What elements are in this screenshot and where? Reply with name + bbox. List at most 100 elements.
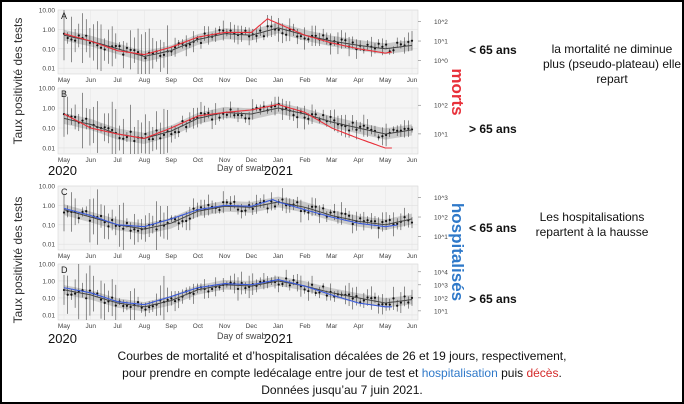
data-point	[307, 211, 310, 214]
data-point	[103, 48, 106, 51]
data-point	[111, 218, 114, 222]
data-point	[96, 44, 99, 47]
data-point	[277, 283, 280, 286]
data-point	[74, 39, 77, 42]
data-point	[355, 295, 358, 298]
data-point	[322, 207, 325, 210]
data-point	[381, 45, 384, 48]
data-point	[244, 117, 247, 120]
data-point	[99, 214, 103, 218]
caption-line-2-end: .	[558, 366, 562, 380]
x-tick-label: Oct	[193, 77, 203, 84]
data-point	[310, 113, 314, 116]
data-point	[344, 39, 347, 42]
data-point	[185, 44, 188, 47]
data-point	[125, 304, 129, 307]
data-point	[344, 212, 347, 215]
x-tick-label: Apr	[353, 157, 364, 164]
data-point	[125, 135, 129, 139]
data-point	[377, 303, 380, 306]
data-point	[318, 291, 321, 294]
data-point	[107, 127, 110, 130]
data-point	[273, 205, 277, 208]
data-point	[377, 136, 380, 139]
x-tick-label: Feb	[299, 323, 311, 330]
x-tick-label: Jan	[273, 323, 284, 330]
data-point	[303, 37, 306, 40]
data-point	[303, 209, 306, 213]
data-point	[366, 126, 369, 130]
data-point	[74, 115, 77, 119]
data-point	[407, 40, 410, 44]
y-tick-label: 10.00	[39, 86, 56, 93]
x-tick-label: May	[58, 253, 71, 260]
data-point	[388, 303, 391, 306]
data-point	[148, 138, 151, 141]
data-point	[229, 202, 232, 205]
data-point	[314, 113, 317, 116]
x-tick-label: Dec	[246, 253, 258, 260]
data-point	[151, 137, 154, 141]
data-point	[136, 229, 140, 232]
data-point	[370, 296, 373, 300]
data-point	[125, 221, 129, 225]
caption-deces-word: décès	[526, 366, 559, 380]
data-point	[81, 119, 84, 122]
y-axis-title-top: Taux positivité des tests	[11, 17, 25, 145]
data-point	[111, 128, 114, 132]
x-tick-label: Jun	[86, 77, 97, 84]
data-point	[325, 294, 328, 297]
data-point	[88, 219, 92, 222]
data-point	[114, 44, 117, 48]
data-point	[329, 115, 332, 119]
data-point	[299, 209, 303, 213]
data-point	[407, 127, 410, 130]
data-point	[340, 212, 343, 215]
data-point	[118, 136, 121, 140]
y-tick-label: 0.01	[42, 242, 55, 249]
data-point	[266, 25, 269, 28]
data-point	[296, 201, 299, 204]
right-tick-label: 10^1	[434, 131, 448, 138]
y-axis-title-bottom: Taux positivité des tests	[11, 196, 25, 324]
data-point	[188, 217, 191, 220]
x-tick-label: Mar	[326, 77, 338, 84]
data-point	[129, 229, 132, 232]
label-morts: morts	[448, 68, 467, 116]
data-point	[292, 278, 295, 282]
data-point	[396, 304, 399, 307]
note-mortalite: la mortalité ne diminue plus (pseudo-pla…	[542, 42, 682, 86]
data-point	[329, 42, 332, 46]
right-tick-label: 10^2	[434, 295, 448, 302]
data-point	[259, 108, 262, 111]
data-point	[99, 46, 103, 49]
x-tick-label: Jun	[86, 157, 97, 164]
data-point	[403, 295, 406, 298]
age-label-under-65-hosp: < 65 ans	[469, 221, 517, 235]
data-point	[303, 288, 306, 291]
x-tick-label: Sep	[165, 323, 177, 330]
data-point	[359, 125, 362, 128]
year-2020-top: 2020	[48, 163, 77, 178]
y-tick-label: 10.00	[39, 8, 56, 15]
data-point	[322, 114, 325, 117]
data-point	[377, 42, 380, 45]
data-point	[355, 128, 358, 131]
y-tick-label: 0.01	[42, 145, 55, 152]
x-tick-label: Nov	[219, 323, 231, 330]
right-tick-label: 10^2	[434, 215, 448, 222]
x-tick-label: Jun	[407, 253, 418, 260]
data-point	[159, 54, 162, 57]
data-point	[136, 51, 140, 54]
caption-hospitalisation-word: hospitalisation	[421, 366, 498, 380]
data-point	[248, 117, 251, 120]
x-tick-label: Sep	[165, 253, 177, 260]
data-point	[281, 198, 284, 201]
x-tick-label: Jun	[407, 157, 418, 164]
data-point	[292, 114, 295, 117]
data-point	[122, 227, 125, 230]
data-point	[225, 113, 228, 116]
data-point	[377, 226, 380, 229]
data-point	[122, 53, 125, 56]
